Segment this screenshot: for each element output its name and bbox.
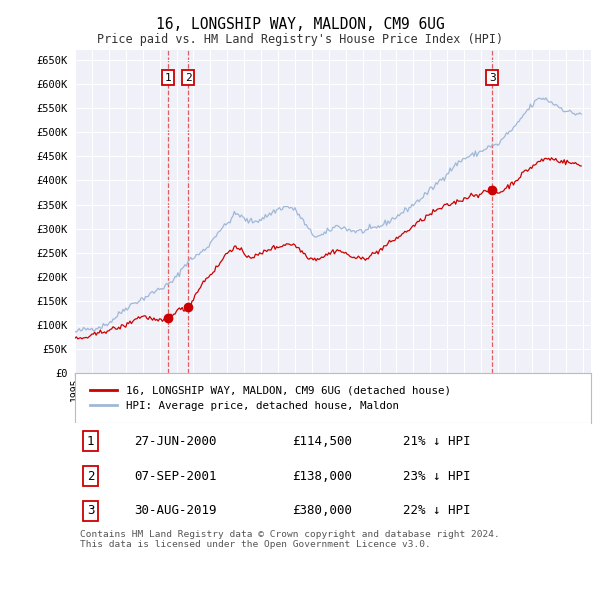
Text: 2: 2 — [185, 73, 191, 83]
Text: 27-JUN-2000: 27-JUN-2000 — [134, 435, 217, 448]
Text: 23% ↓ HPI: 23% ↓ HPI — [403, 470, 470, 483]
Text: Contains HM Land Registry data © Crown copyright and database right 2024.
This d: Contains HM Land Registry data © Crown c… — [80, 530, 500, 549]
Text: 30-AUG-2019: 30-AUG-2019 — [134, 504, 217, 517]
Text: 1: 1 — [164, 73, 171, 83]
Text: £380,000: £380,000 — [292, 504, 352, 517]
Legend: 16, LONGSHIP WAY, MALDON, CM9 6UG (detached house), HPI: Average price, detached: 16, LONGSHIP WAY, MALDON, CM9 6UG (detac… — [86, 381, 455, 415]
Text: 1: 1 — [87, 435, 94, 448]
Text: 2: 2 — [87, 470, 94, 483]
Text: 3: 3 — [87, 504, 94, 517]
Text: 16, LONGSHIP WAY, MALDON, CM9 6UG: 16, LONGSHIP WAY, MALDON, CM9 6UG — [155, 17, 445, 32]
Text: £138,000: £138,000 — [292, 470, 352, 483]
Text: 21% ↓ HPI: 21% ↓ HPI — [403, 435, 470, 448]
Text: 22% ↓ HPI: 22% ↓ HPI — [403, 504, 470, 517]
Text: 07-SEP-2001: 07-SEP-2001 — [134, 470, 217, 483]
Text: Price paid vs. HM Land Registry's House Price Index (HPI): Price paid vs. HM Land Registry's House … — [97, 33, 503, 46]
Text: 3: 3 — [489, 73, 496, 83]
Text: £114,500: £114,500 — [292, 435, 352, 448]
